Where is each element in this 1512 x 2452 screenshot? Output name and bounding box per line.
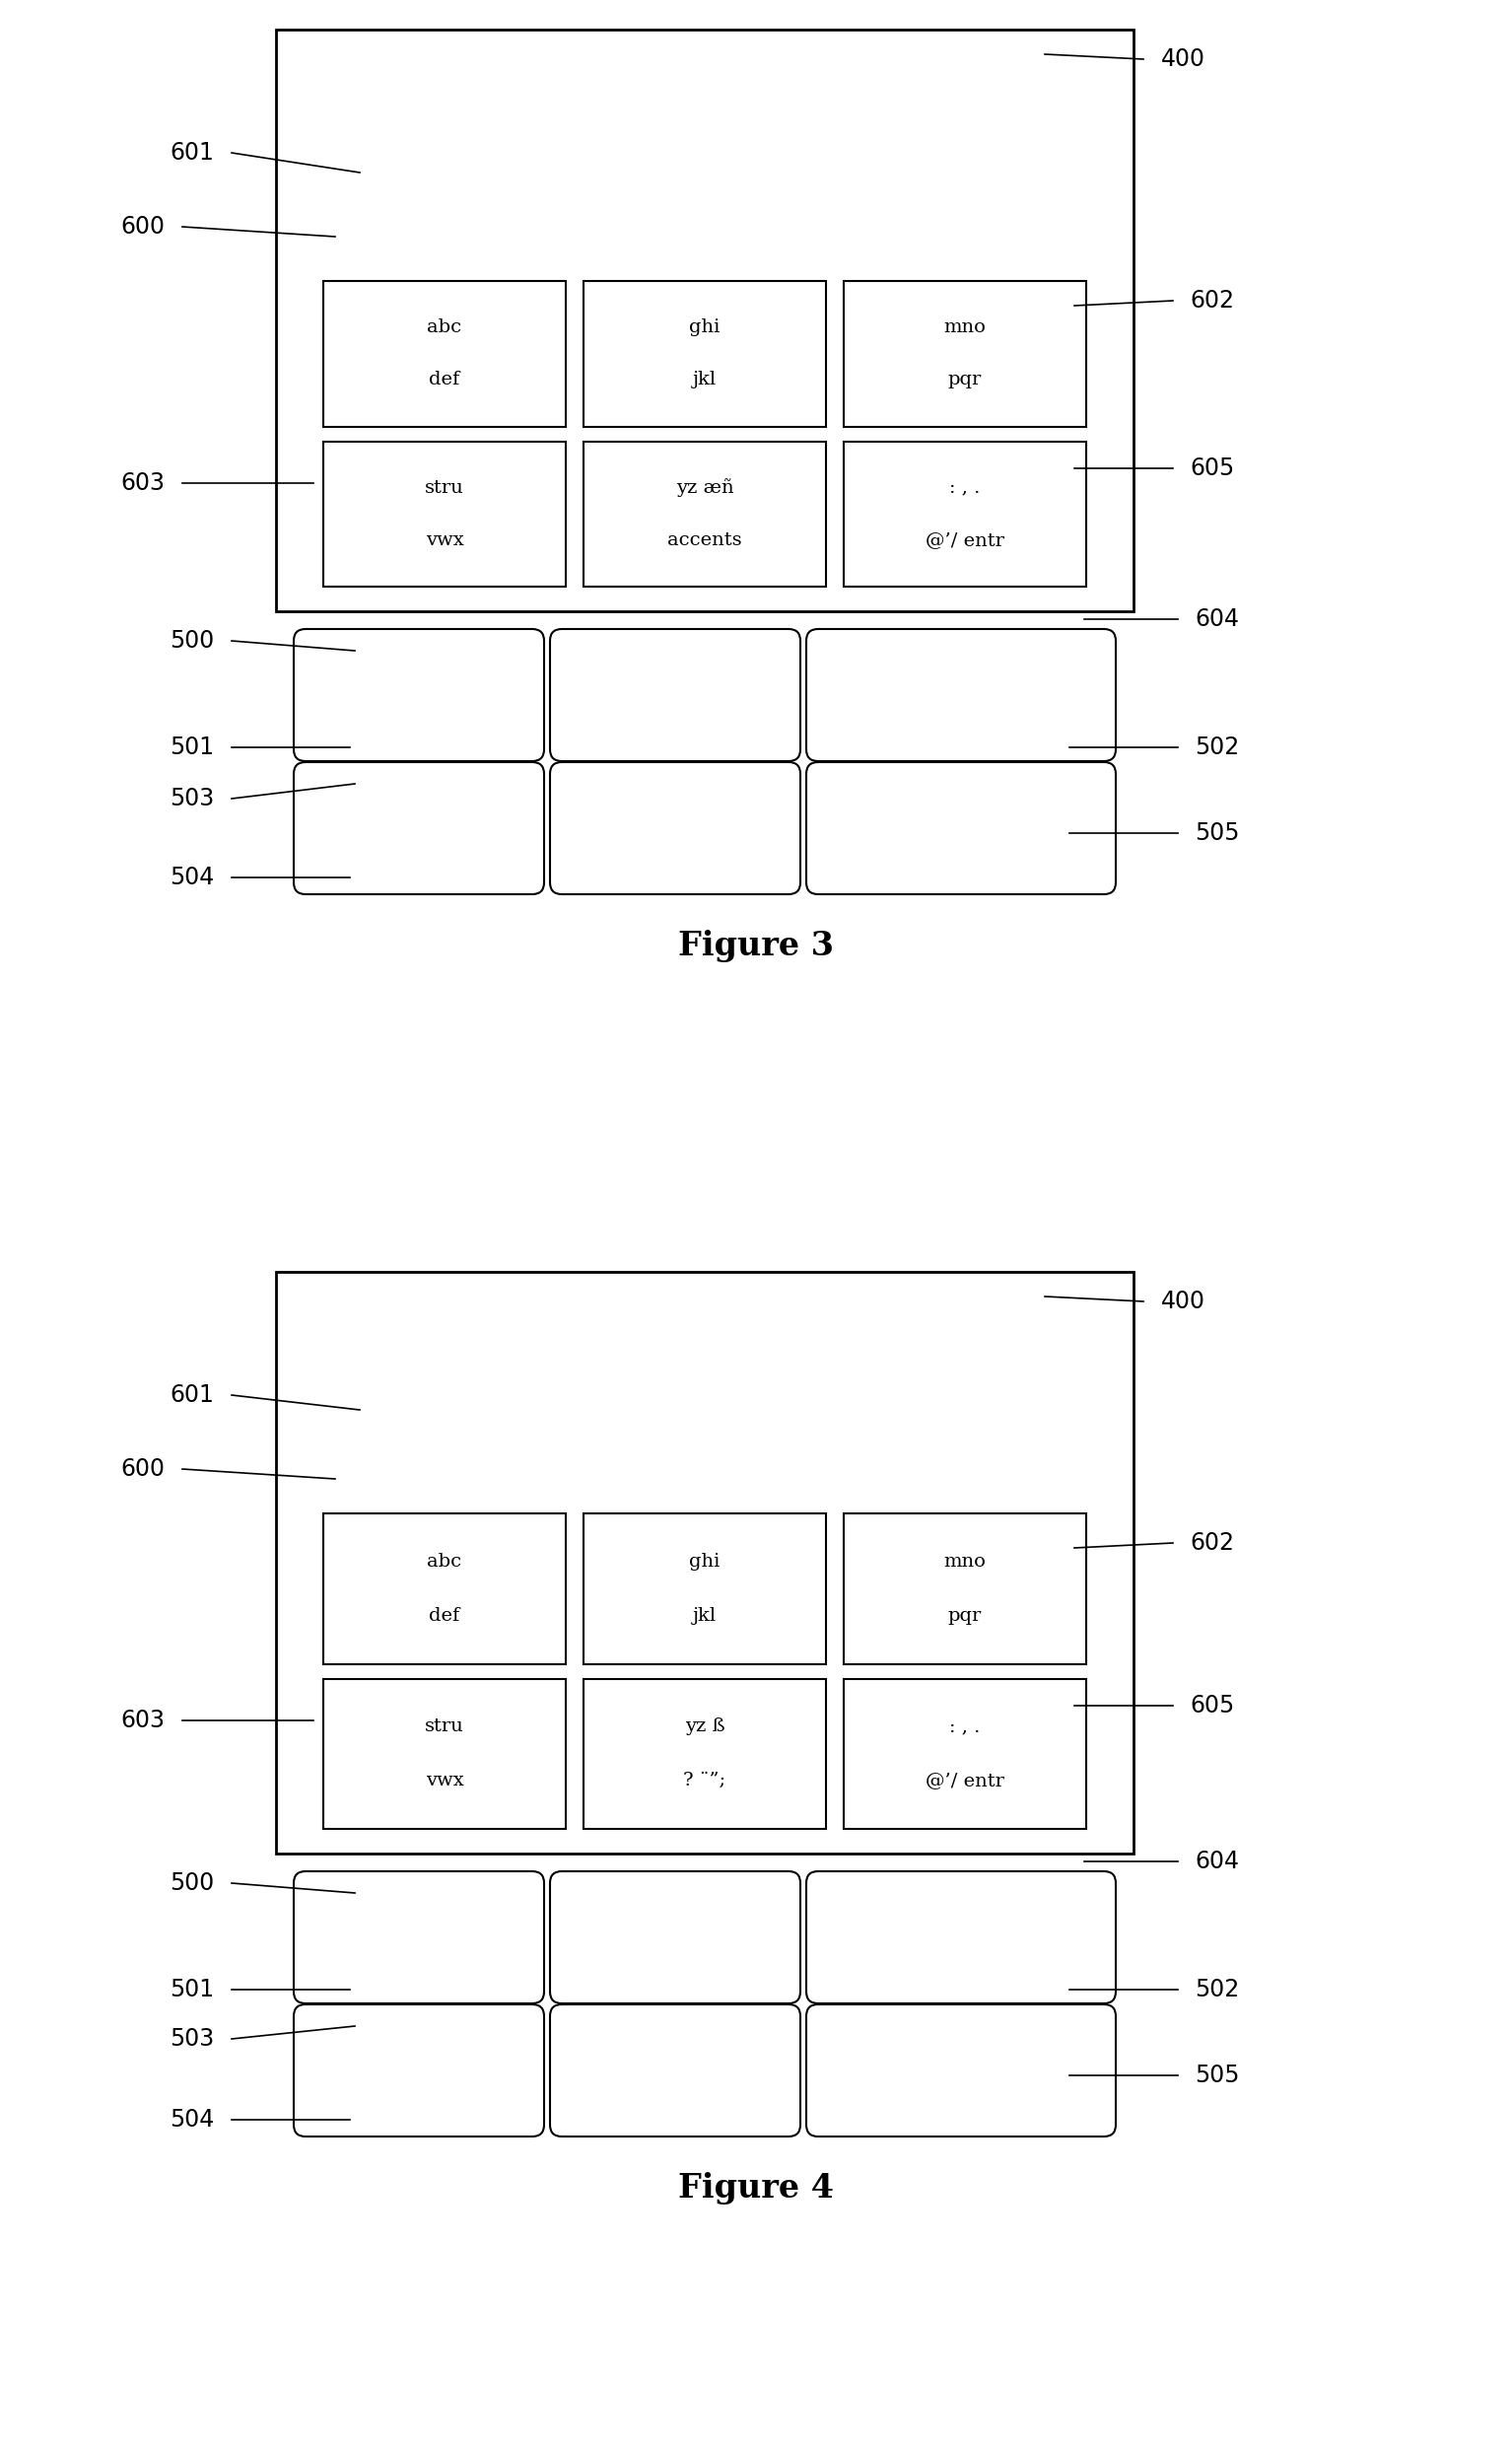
Text: def: def xyxy=(429,1606,460,1626)
Text: yz ß: yz ß xyxy=(685,1719,724,1736)
Bar xyxy=(584,1680,826,1829)
Text: 603: 603 xyxy=(121,1709,165,1731)
Text: 501: 501 xyxy=(169,736,215,760)
Text: 400: 400 xyxy=(1161,47,1205,71)
FancyBboxPatch shape xyxy=(806,763,1116,895)
Text: 602: 602 xyxy=(1190,289,1234,311)
Text: mno: mno xyxy=(943,1552,986,1569)
Text: accents: accents xyxy=(667,532,742,549)
Bar xyxy=(844,1680,1086,1829)
FancyBboxPatch shape xyxy=(550,2003,800,2136)
Text: stru: stru xyxy=(425,478,464,498)
Text: pqr: pqr xyxy=(948,1606,981,1626)
Text: 604: 604 xyxy=(1194,1849,1240,1873)
Text: : , .: : , . xyxy=(950,478,980,498)
Text: yz æñ: yz æñ xyxy=(676,478,733,498)
Text: 503: 503 xyxy=(169,787,215,812)
Text: 500: 500 xyxy=(169,630,215,652)
Text: ghi: ghi xyxy=(689,1552,720,1569)
FancyBboxPatch shape xyxy=(806,2003,1116,2136)
Bar xyxy=(584,282,826,427)
FancyBboxPatch shape xyxy=(550,763,800,895)
Text: 501: 501 xyxy=(169,1979,215,2001)
Text: jkl: jkl xyxy=(692,370,717,390)
Text: ? ¨”;: ? ¨”; xyxy=(683,1773,726,1790)
Bar xyxy=(277,1273,1134,1854)
Bar xyxy=(844,282,1086,427)
Text: 604: 604 xyxy=(1194,608,1240,630)
Text: 504: 504 xyxy=(169,2109,215,2131)
Bar xyxy=(324,1680,565,1829)
Text: 503: 503 xyxy=(169,2028,215,2050)
FancyBboxPatch shape xyxy=(550,1871,800,2003)
Text: abc: abc xyxy=(428,1552,461,1569)
Text: ghi: ghi xyxy=(689,319,720,336)
Text: 600: 600 xyxy=(121,216,165,238)
Text: 504: 504 xyxy=(169,866,215,890)
Text: : , .: : , . xyxy=(950,1719,980,1736)
Bar xyxy=(844,441,1086,586)
Bar xyxy=(324,282,565,427)
Text: 502: 502 xyxy=(1194,736,1240,760)
Bar xyxy=(584,1513,826,1665)
FancyBboxPatch shape xyxy=(806,630,1116,760)
Text: 603: 603 xyxy=(121,471,165,495)
FancyBboxPatch shape xyxy=(293,2003,544,2136)
Bar xyxy=(277,29,1134,611)
Text: @’/ entr: @’/ entr xyxy=(925,1773,1004,1790)
Text: def: def xyxy=(429,370,460,390)
Text: abc: abc xyxy=(428,319,461,336)
Text: pqr: pqr xyxy=(948,370,981,390)
Text: 502: 502 xyxy=(1194,1979,1240,2001)
Text: 600: 600 xyxy=(121,1456,165,1481)
FancyBboxPatch shape xyxy=(293,763,544,895)
Text: 601: 601 xyxy=(169,140,215,164)
Text: 500: 500 xyxy=(169,1871,215,1895)
Bar xyxy=(844,1513,1086,1665)
Text: vwx: vwx xyxy=(425,1773,464,1790)
FancyBboxPatch shape xyxy=(550,630,800,760)
Text: Figure 3: Figure 3 xyxy=(679,929,833,964)
Text: 505: 505 xyxy=(1194,2065,1240,2087)
Bar xyxy=(324,1513,565,1665)
Text: vwx: vwx xyxy=(425,532,464,549)
Bar xyxy=(324,441,565,586)
FancyBboxPatch shape xyxy=(293,1871,544,2003)
Text: 605: 605 xyxy=(1190,456,1235,481)
FancyBboxPatch shape xyxy=(293,630,544,760)
Text: 601: 601 xyxy=(169,1383,215,1407)
Text: Figure 4: Figure 4 xyxy=(679,2172,833,2204)
Text: @’/ entr: @’/ entr xyxy=(925,532,1004,549)
Bar xyxy=(584,441,826,586)
Text: stru: stru xyxy=(425,1719,464,1736)
Text: mno: mno xyxy=(943,319,986,336)
Text: jkl: jkl xyxy=(692,1606,717,1626)
FancyBboxPatch shape xyxy=(806,1871,1116,2003)
Text: 400: 400 xyxy=(1161,1290,1205,1314)
Text: 605: 605 xyxy=(1190,1694,1235,1716)
Text: 505: 505 xyxy=(1194,821,1240,846)
Text: 602: 602 xyxy=(1190,1530,1234,1555)
